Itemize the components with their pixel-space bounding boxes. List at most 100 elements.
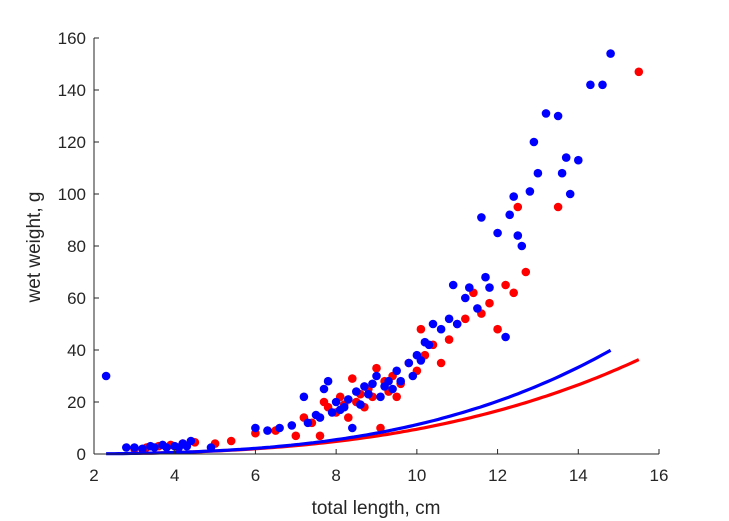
data-point: [368, 379, 377, 389]
data-point: [501, 332, 510, 342]
data-point: [501, 280, 510, 290]
y-tick-label: 100: [58, 185, 86, 204]
data-point: [481, 272, 490, 282]
data-point: [327, 408, 337, 417]
x-tick-label: 12: [488, 466, 507, 485]
data-point: [287, 421, 297, 430]
data-point: [485, 283, 494, 292]
data-point: [323, 376, 333, 386]
data-point: [299, 392, 309, 402]
data-point: [461, 293, 470, 303]
data-point: [541, 109, 551, 118]
x-tick-label: 10: [407, 466, 426, 485]
data-point: [251, 423, 260, 433]
data-point: [634, 67, 644, 77]
data-point: [533, 168, 543, 178]
data-point: [339, 402, 349, 412]
data-point: [553, 202, 563, 212]
data-point: [521, 267, 531, 277]
data-point: [226, 436, 236, 446]
data-point: [428, 319, 438, 329]
data-point: [493, 228, 502, 238]
data-point: [586, 80, 595, 90]
data-point: [138, 444, 147, 454]
data-point: [344, 413, 353, 422]
data-point: [513, 202, 523, 212]
data-point: [130, 443, 139, 452]
data-point: [416, 356, 426, 365]
y-tick-label: 20: [67, 393, 86, 412]
data-point: [356, 400, 365, 409]
data-point: [376, 392, 385, 402]
data-point: [493, 324, 502, 334]
data-point: [574, 155, 583, 165]
data-point: [396, 376, 406, 386]
data-point: [186, 436, 196, 446]
data-point: [101, 371, 111, 381]
data-point: [513, 231, 523, 240]
data-point: [461, 314, 470, 324]
data-point: [436, 358, 446, 368]
y-tick-label: 120: [58, 133, 86, 152]
data-point: [364, 389, 373, 399]
x-axis-title: total length, cm: [312, 498, 441, 519]
data-point: [525, 187, 535, 196]
data-point: [392, 366, 402, 376]
data-point: [122, 443, 131, 452]
x-tick-label: 16: [650, 466, 669, 485]
data-point: [315, 431, 325, 441]
series-1-points: [101, 49, 615, 454]
data-point: [477, 213, 486, 222]
data-point: [517, 241, 527, 251]
data-point: [606, 49, 615, 58]
data-point: [452, 319, 462, 329]
x-tick-label: 6: [251, 466, 260, 485]
data-point: [331, 397, 341, 407]
data-point: [473, 304, 482, 313]
data-point: [408, 371, 418, 381]
y-tick-label: 160: [58, 29, 86, 48]
data-point: [565, 189, 575, 199]
data-point: [465, 283, 474, 292]
x-tick-label: 14: [569, 466, 588, 485]
data-point: [348, 374, 357, 383]
y-tick-label: 80: [67, 237, 86, 256]
data-point: [275, 423, 284, 433]
data-point: [416, 324, 426, 334]
x-tick-label: 8: [331, 466, 340, 485]
data-point: [372, 363, 381, 373]
data-point: [557, 168, 567, 178]
series-0-points: [130, 67, 644, 454]
data-point: [598, 80, 607, 90]
data-point: [444, 314, 454, 324]
data-point: [162, 443, 171, 452]
y-tick-label: 40: [67, 341, 86, 360]
data-point: [509, 288, 518, 298]
x-tick-label: 2: [89, 466, 98, 485]
data-point: [372, 371, 381, 381]
data-point: [263, 426, 272, 435]
data-point: [444, 335, 454, 344]
data-point: [404, 358, 414, 368]
x-tick-label: 4: [170, 466, 179, 485]
series-1-fit-line: [106, 348, 612, 456]
data-point: [319, 384, 329, 394]
data-point: [348, 423, 357, 433]
data-point: [360, 382, 369, 391]
data-point: [303, 418, 313, 428]
data-point: [315, 413, 325, 422]
data-point: [436, 324, 446, 334]
data-point: [448, 280, 458, 290]
data-point: [150, 443, 159, 452]
data-point: [392, 392, 402, 402]
y-tick-label: 0: [77, 445, 86, 464]
y-tick-label: 60: [67, 289, 86, 308]
data-point: [384, 376, 393, 386]
data-point: [424, 340, 434, 350]
data-point: [509, 192, 518, 201]
data-point: [561, 153, 571, 162]
data-point: [529, 137, 539, 147]
data-point: [553, 111, 563, 121]
